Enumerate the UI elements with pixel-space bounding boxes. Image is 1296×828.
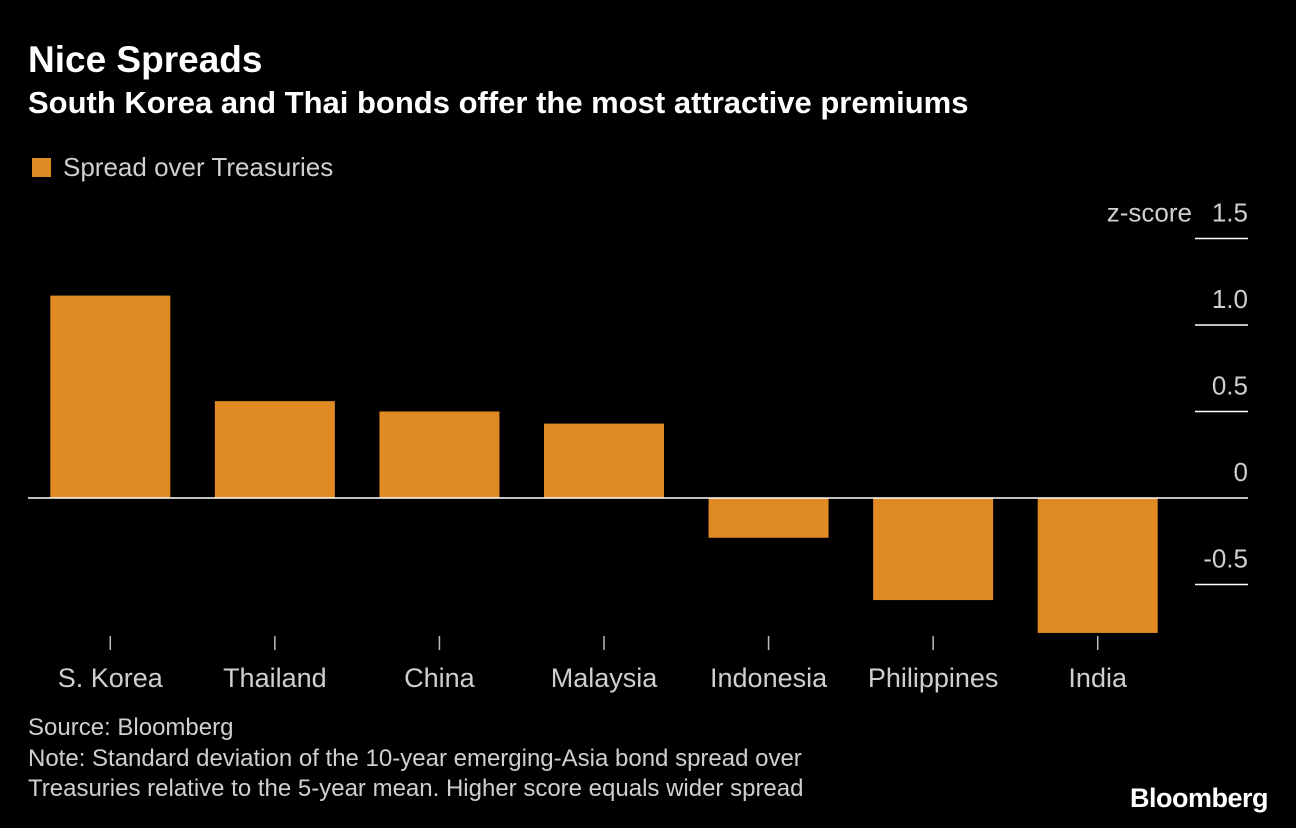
y-tick-label: 1.5 — [1212, 198, 1248, 228]
x-tick-label: Indonesia — [710, 663, 828, 693]
y-axis-label: z-score — [1107, 198, 1192, 228]
bar-chart: 1.5 1.0 0.5 0 -0.5 z-score S. Korea Thailand Chi… — [28, 198, 1248, 693]
bar-china — [379, 411, 500, 498]
source-text: Source: Bloomberg — [28, 714, 234, 741]
note-line-2: Treasuries relative to the 5-year mean. … — [28, 775, 804, 802]
chart-subtitle: South Korea and Thai bonds offer the mos… — [28, 85, 969, 120]
y-tick-label: 0 — [1234, 457, 1248, 487]
chart-title: Nice Spreads — [28, 39, 263, 80]
note-text: Note: Standard deviation of the 10-year … — [28, 744, 803, 804]
bar-indonesia — [708, 498, 829, 538]
legend-swatch — [32, 158, 51, 177]
bar-malaysia — [544, 423, 664, 498]
legend-label: Spread over Treasuries — [63, 152, 334, 182]
x-tick-label: China — [404, 663, 476, 693]
bloomberg-logo: Bloomberg — [1129, 783, 1269, 813]
y-tick-label: -0.5 — [1203, 544, 1248, 574]
x-tick-label: Malaysia — [551, 663, 659, 693]
note-line-1: Note: Standard deviation of the 10-year … — [28, 745, 802, 772]
bar-india — [1037, 498, 1158, 633]
bar-s-korea — [50, 295, 171, 498]
x-tick-label: Thailand — [223, 663, 327, 693]
legend: Spread over Treasuries — [32, 152, 333, 183]
x-tick-label: S. Korea — [58, 663, 164, 693]
bar-thailand — [214, 401, 335, 498]
x-tick-label: India — [1068, 663, 1128, 693]
x-tick-label: Philippines — [868, 663, 999, 693]
y-tick-label: 0.5 — [1212, 371, 1248, 401]
bar-philippines — [873, 498, 994, 601]
y-tick-label: 1.0 — [1212, 284, 1248, 314]
